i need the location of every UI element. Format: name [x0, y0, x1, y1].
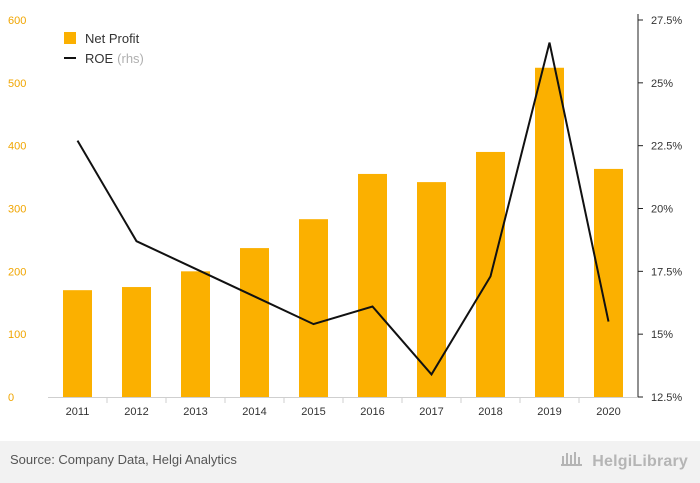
y-left-tick-label: 500	[8, 78, 26, 90]
x-axis: 2011 2012 2013 2014 2015 2016 2017 2018 2019 2020	[48, 397, 638, 418]
x-tick-label: 2016	[360, 406, 384, 418]
x-tick-label: 2018	[478, 406, 502, 418]
legend-swatch-line	[64, 57, 76, 59]
legend-label-roe: ROE	[85, 50, 114, 66]
roe-line	[76, 42, 610, 377]
x-tick-label: 2019	[537, 406, 561, 418]
x-tick-label: 2014	[242, 406, 266, 418]
chart: 0 100 200 300 400 500 600 12.5% 15% 17.5% 20% 22.5…	[8, 14, 682, 418]
footer: Source: Company Data, Helgi Analytics He…	[0, 441, 700, 483]
legend-label-rhs: (rhs)	[117, 50, 144, 66]
y-right-tick-label: 22.5%	[651, 141, 682, 153]
y-right-tick-label: 15%	[651, 329, 673, 341]
y-left-tick-label: 200	[8, 266, 26, 278]
bar	[122, 287, 151, 397]
right-axis: 12.5% 15% 17.5% 20% 22.5% 25% 27.5%	[637, 14, 682, 404]
bar	[299, 219, 328, 397]
y-left-tick-label: 100	[8, 329, 26, 341]
line-series	[76, 42, 610, 377]
legend-swatch-bar	[64, 32, 76, 44]
source-text: Source: Company Data, Helgi Analytics	[10, 452, 237, 467]
brand-logo: HelgiLibrary	[560, 450, 688, 471]
legend: Net Profit ROE (rhs)	[64, 28, 144, 68]
legend-item-roe: ROE (rhs)	[64, 48, 144, 68]
bar-series	[63, 67, 623, 398]
x-tick-label: 2020	[596, 406, 620, 418]
left-axis: 0 100 200 300 400 500 600	[8, 15, 26, 404]
legend-item-net-profit: Net Profit	[64, 28, 144, 48]
y-right-tick-label: 27.5%	[651, 15, 682, 27]
brand-name: HelgiLibrary	[592, 453, 688, 470]
legend-label-net-profit: Net Profit	[85, 30, 140, 46]
y-right-tick-label: 12.5%	[651, 392, 682, 404]
y-right-tick-label: 17.5%	[651, 266, 682, 278]
x-tick-label: 2015	[301, 406, 325, 418]
bar	[240, 248, 269, 397]
bar	[181, 271, 210, 397]
bar	[594, 168, 623, 397]
x-tick-label: 2013	[183, 406, 207, 418]
y-left-tick-label: 600	[8, 15, 26, 27]
y-right-tick-label: 25%	[651, 78, 673, 90]
y-left-tick-label: 0	[8, 392, 14, 404]
y-left-tick-label: 300	[8, 204, 26, 216]
y-right-tick-label: 20%	[651, 204, 673, 216]
bar	[358, 173, 387, 397]
y-left-tick-label: 400	[8, 141, 26, 153]
x-tick-label: 2012	[124, 406, 148, 418]
bar	[535, 67, 564, 398]
library-icon	[560, 452, 582, 466]
x-tick-label: 2017	[419, 406, 443, 418]
x-tick-label: 2011	[66, 406, 90, 418]
bar	[417, 182, 446, 397]
bar	[63, 290, 92, 397]
